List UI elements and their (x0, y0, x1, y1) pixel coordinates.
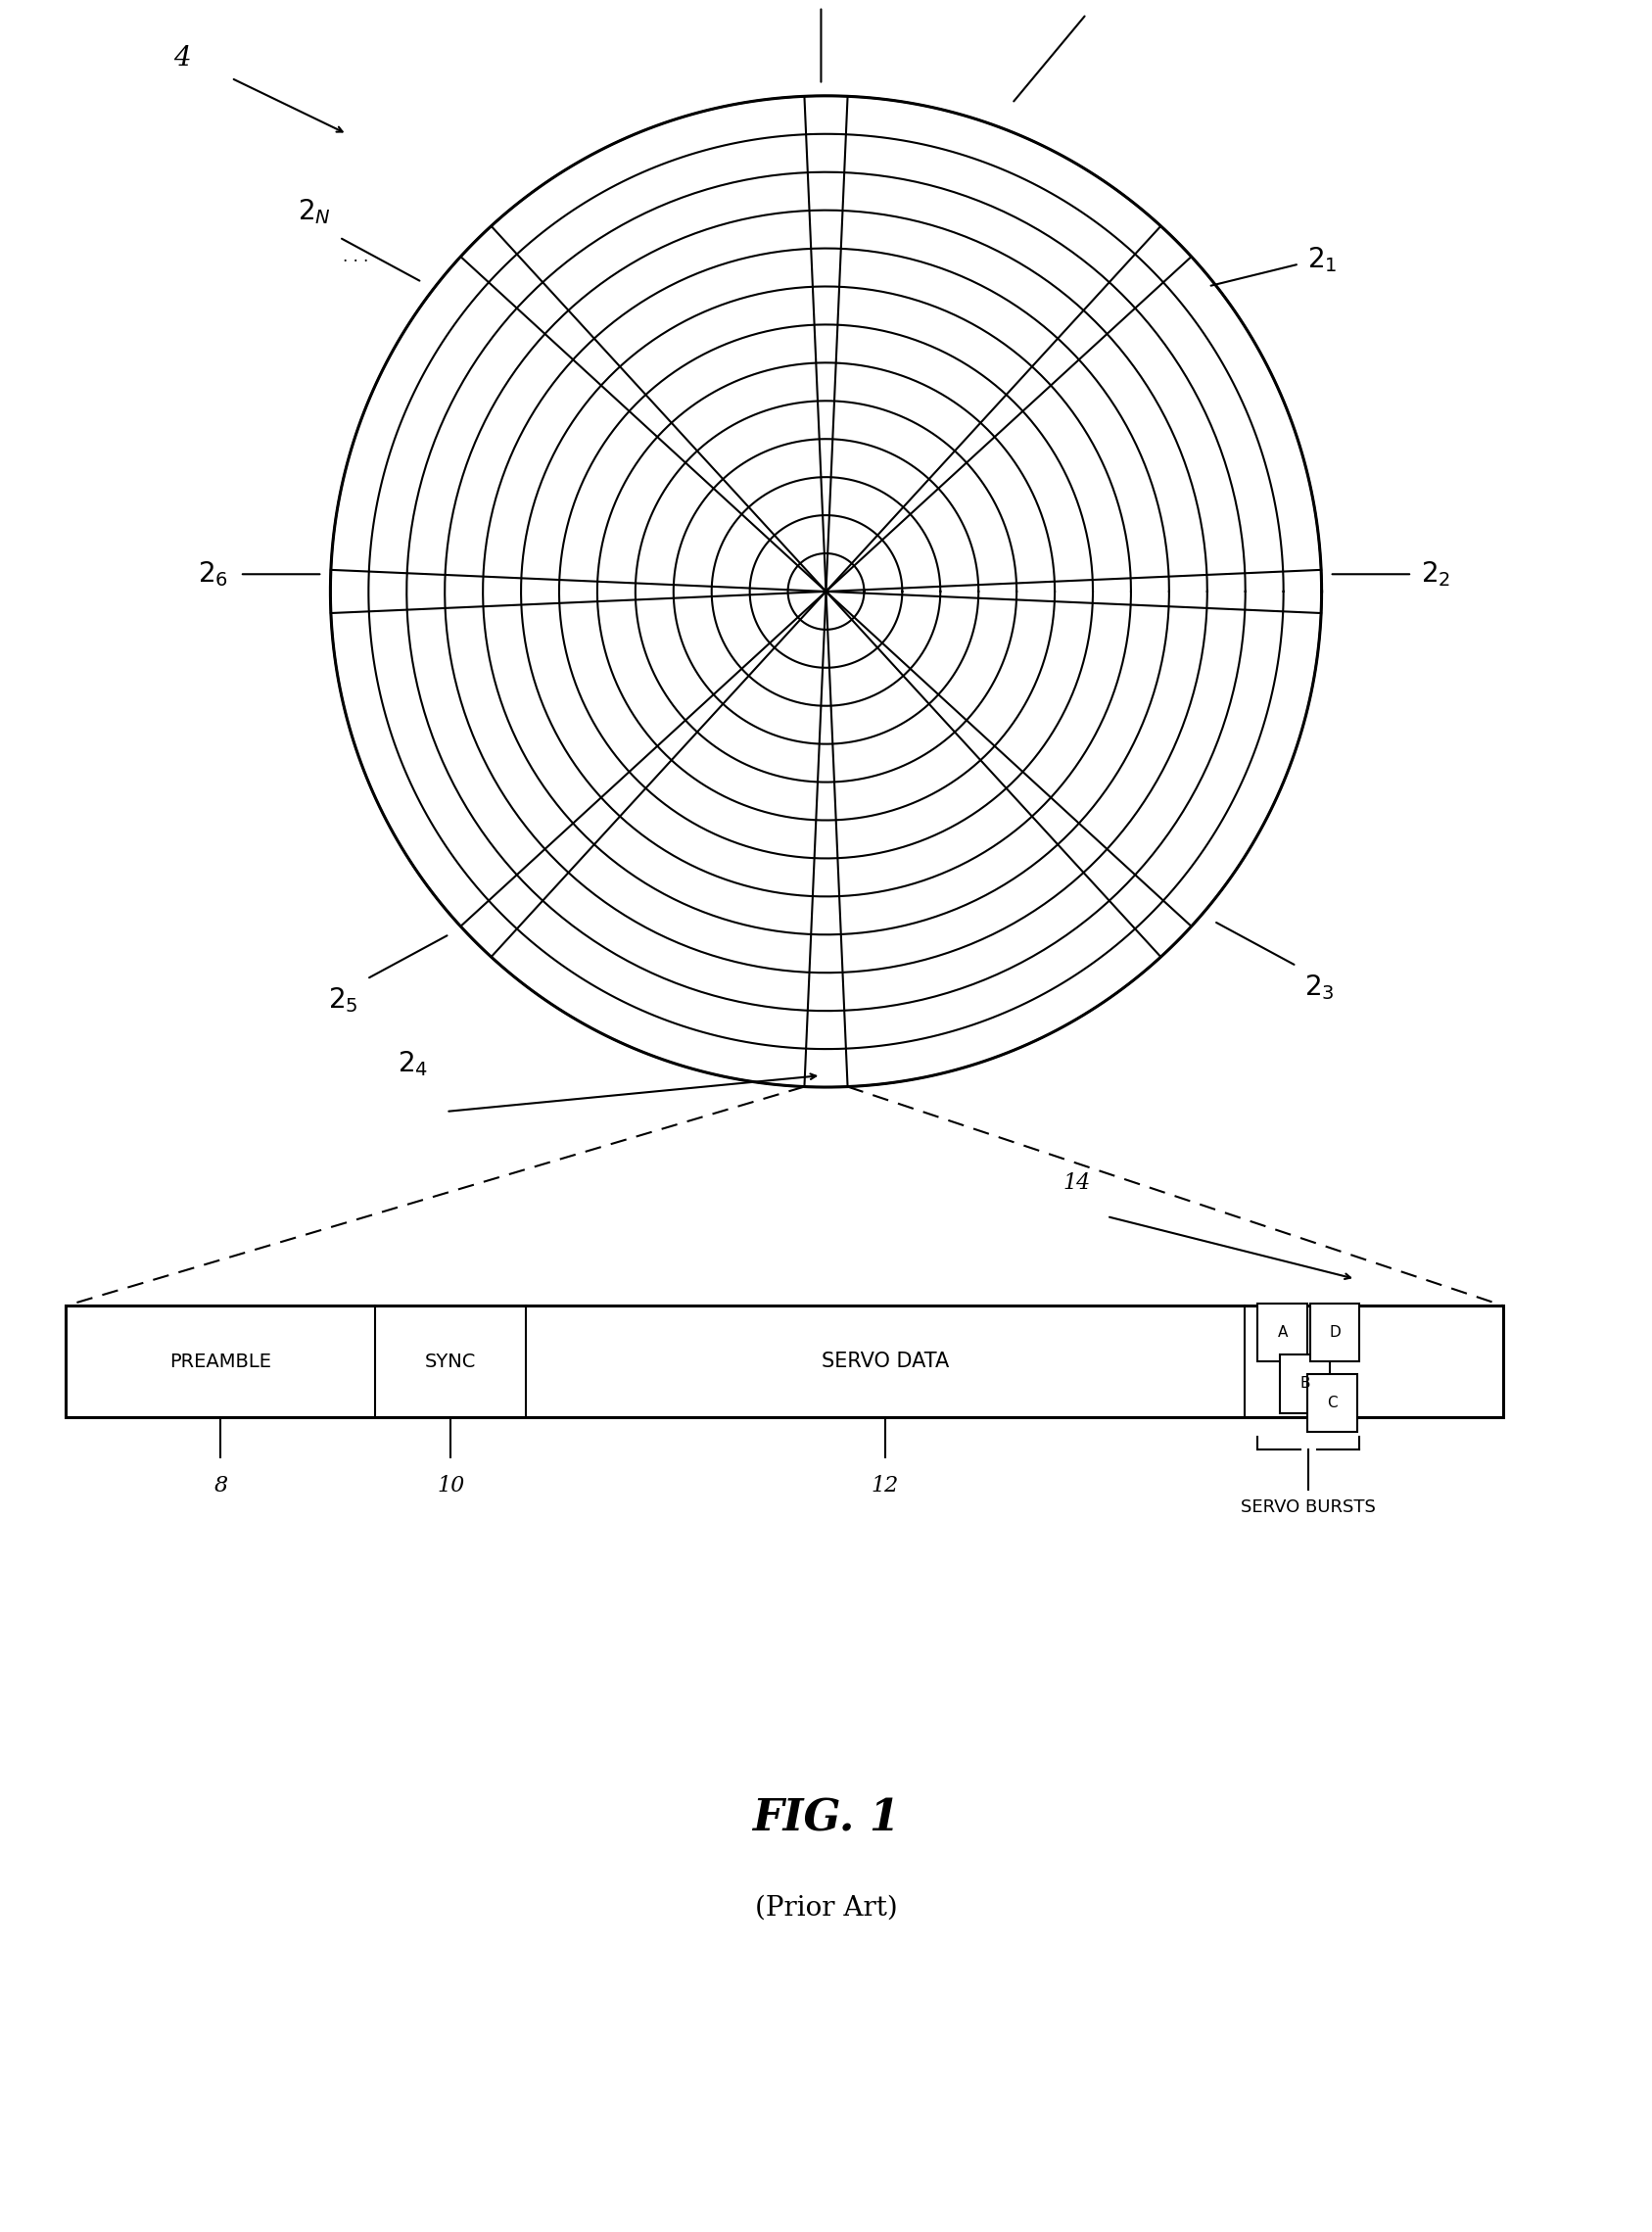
Text: FIG. 1: FIG. 1 (752, 1799, 900, 1839)
Text: A: A (1277, 1326, 1287, 1339)
Text: . . .: . . . (344, 248, 368, 266)
Text: $2_6$: $2_6$ (198, 560, 228, 589)
Text: $2_4$: $2_4$ (398, 1049, 428, 1078)
Bar (66, 1306, 1503, 1417)
Text: 14: 14 (1062, 1172, 1090, 1194)
Bar (1307, 1375, 1356, 1433)
Text: $2_5$: $2_5$ (329, 987, 358, 1016)
Bar (1280, 1355, 1330, 1413)
Text: PREAMBLE: PREAMBLE (170, 1353, 271, 1370)
Text: 6: 6 (1104, 0, 1120, 4)
Text: C: C (1327, 1395, 1338, 1411)
Text: $2_2$: $2_2$ (1421, 560, 1450, 589)
Text: (Prior Art): (Prior Art) (755, 1895, 897, 1922)
Text: $2_3$: $2_3$ (1305, 973, 1335, 1002)
Text: SERVO BURSTS: SERVO BURSTS (1241, 1500, 1376, 1516)
Text: $2_1$: $2_1$ (1307, 246, 1338, 275)
Text: 12: 12 (872, 1475, 899, 1498)
Bar (1310, 1303, 1360, 1362)
Text: 8: 8 (213, 1475, 228, 1498)
Text: 4: 4 (173, 45, 190, 71)
Text: $2_N$: $2_N$ (297, 196, 330, 225)
Text: B: B (1300, 1377, 1310, 1391)
Text: SYNC: SYNC (425, 1353, 476, 1370)
Bar (1257, 1303, 1307, 1362)
Text: SERVO DATA: SERVO DATA (821, 1353, 950, 1370)
Text: 10: 10 (436, 1475, 464, 1498)
Text: D: D (1328, 1326, 1340, 1339)
